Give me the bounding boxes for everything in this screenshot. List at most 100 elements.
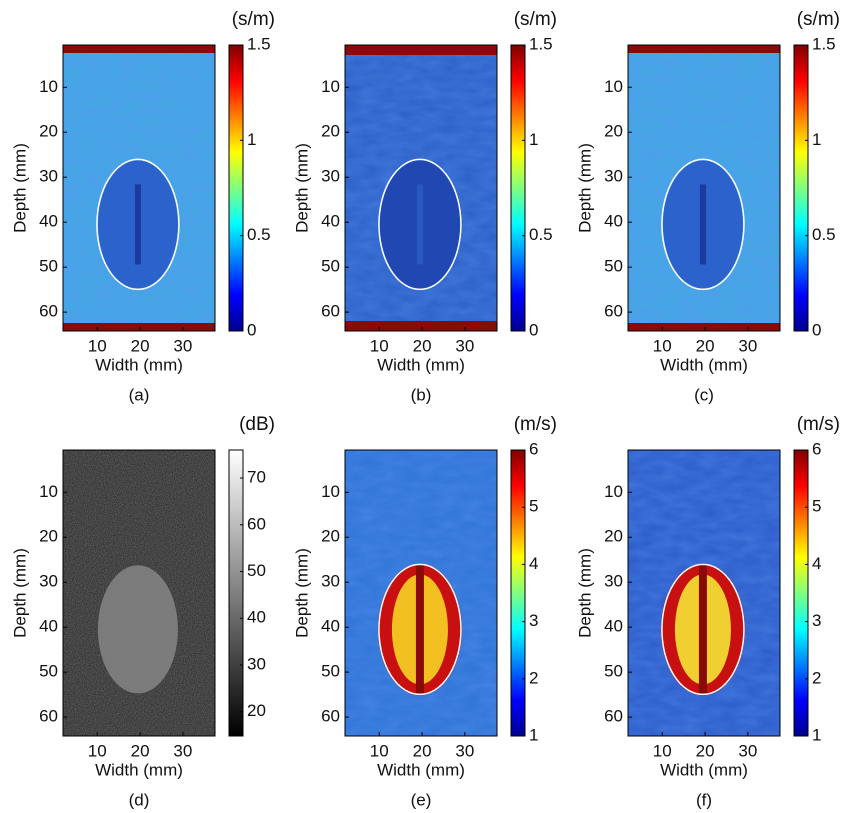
y-tick-label: 60 (39, 302, 58, 321)
y-tick-label: 20 (39, 527, 58, 546)
y-tick-label: 10 (321, 482, 340, 501)
x-tick-label: 20 (413, 741, 432, 760)
inclusion-core (415, 565, 424, 694)
colorbar-tick-label: 30 (247, 654, 266, 673)
y-tick-label: 50 (39, 257, 58, 276)
colorbar-tick-label: 6 (529, 439, 538, 458)
x-axis-label: Width (mm) (660, 355, 748, 374)
x-tick-label: 30 (455, 336, 474, 355)
colorbar-tick-label: 0 (812, 320, 821, 339)
y-axis-label: Depth (mm) (575, 143, 594, 233)
colorbar-tick-label: 4 (812, 554, 821, 573)
colorbar (228, 44, 244, 332)
y-axis-label: Depth (mm) (292, 143, 311, 233)
inclusion (97, 565, 178, 694)
colorbar-tick-label: 0.5 (529, 225, 553, 244)
y-tick-label: 40 (604, 617, 623, 636)
inclusion-outline (378, 158, 462, 291)
colorbar-tick-label: 5 (812, 497, 821, 516)
y-tick-label: 60 (604, 707, 623, 726)
colorbar-tick-label: 6 (812, 439, 821, 458)
colorbar-tick-label: 1 (812, 130, 821, 149)
y-tick-label: 30 (604, 572, 623, 591)
y-axis-label: Depth (mm) (10, 143, 29, 233)
inclusion-core (134, 184, 141, 265)
y-tick-label: 40 (321, 212, 340, 231)
y-tick-label: 30 (604, 167, 623, 186)
colorbar-unit: (dB) (239, 414, 275, 435)
colorbar-tick-label: 5 (529, 497, 538, 516)
colorbar-tick-label: 1.5 (247, 34, 271, 53)
x-tick-label: 30 (738, 336, 757, 355)
caption: (c) (694, 385, 714, 404)
x-axis-label: Width (mm) (377, 760, 465, 779)
panel: 10 20 30 10 20 30 40 50 60 Width (mm) Depth (mm) (d… (10, 414, 275, 809)
image-frame (344, 449, 498, 737)
colorbar-tick-label: 3 (529, 611, 538, 630)
x-tick-label: 10 (88, 741, 107, 760)
colorbar-tick-label: 1.5 (529, 34, 553, 53)
caption: (a) (129, 385, 150, 404)
colorbar-tick-label: 1 (529, 130, 538, 149)
y-tick-label: 60 (321, 302, 340, 321)
caption: (d) (129, 790, 150, 809)
y-tick-label: 20 (321, 122, 340, 141)
colorbar-tick-label: 0 (529, 320, 538, 339)
colorbar (510, 44, 526, 332)
y-tick-label: 60 (39, 707, 58, 726)
x-tick-label: 20 (413, 336, 432, 355)
y-tick-label: 60 (321, 707, 340, 726)
x-tick-label: 30 (173, 336, 192, 355)
colorbar-tick-label: 3 (812, 611, 821, 630)
colorbar-tick-label: 0.5 (247, 225, 271, 244)
y-tick-label: 50 (39, 662, 58, 681)
image-frame (627, 449, 781, 737)
edge-band (628, 45, 780, 53)
colorbar-unit: (m/s) (797, 414, 840, 435)
y-tick-label: 20 (39, 122, 58, 141)
y-tick-label: 20 (604, 122, 623, 141)
colorbar-tick-label: 1 (529, 725, 538, 744)
colorbar-tick-label: 2 (529, 668, 538, 687)
colorbar-tick-label: 2 (812, 668, 821, 687)
colorbar-tick-label: 1 (247, 130, 256, 149)
y-tick-label: 30 (39, 572, 58, 591)
colorbar-tick-label: 1.5 (812, 34, 836, 53)
inclusion-core (699, 184, 706, 265)
panel: 10 20 30 10 20 30 40 50 60 Width (mm) Depth (mm) (e… (292, 414, 557, 809)
x-axis-label: Width (mm) (660, 760, 748, 779)
x-axis-label: Width (mm) (95, 355, 183, 374)
colorbar-unit: (s/m) (232, 9, 275, 30)
colorbar-tick-label: 60 (247, 514, 266, 533)
panel: 10 20 30 10 20 30 40 50 60 Width (mm) Depth (mm) (f… (575, 414, 840, 809)
y-tick-label: 50 (604, 257, 623, 276)
x-tick-label: 20 (696, 741, 715, 760)
y-tick-label: 50 (604, 662, 623, 681)
x-tick-label: 30 (173, 741, 192, 760)
colorbar-tick-label: 1 (812, 725, 821, 744)
x-tick-label: 30 (738, 741, 757, 760)
y-tick-label: 30 (321, 572, 340, 591)
y-tick-label: 10 (604, 77, 623, 96)
y-axis-label: Depth (mm) (10, 548, 29, 638)
colorbar-tick-label: 0.5 (812, 225, 836, 244)
colorbar (228, 449, 244, 737)
y-tick-label: 20 (604, 527, 623, 546)
colorbar-tick-label: 70 (247, 468, 266, 487)
x-tick-label: 10 (653, 741, 672, 760)
inclusion-outline (661, 563, 745, 696)
y-tick-label: 10 (604, 482, 623, 501)
caption: (b) (411, 385, 432, 404)
x-tick-label: 20 (696, 336, 715, 355)
caption: (e) (411, 790, 432, 809)
y-tick-label: 30 (321, 167, 340, 186)
y-tick-label: 20 (321, 527, 340, 546)
colorbar (793, 44, 809, 332)
image-frame (344, 44, 498, 332)
y-tick-label: 40 (39, 212, 58, 231)
inclusion-outline (661, 158, 745, 291)
image-frame (627, 44, 781, 332)
image-frame (62, 44, 216, 332)
